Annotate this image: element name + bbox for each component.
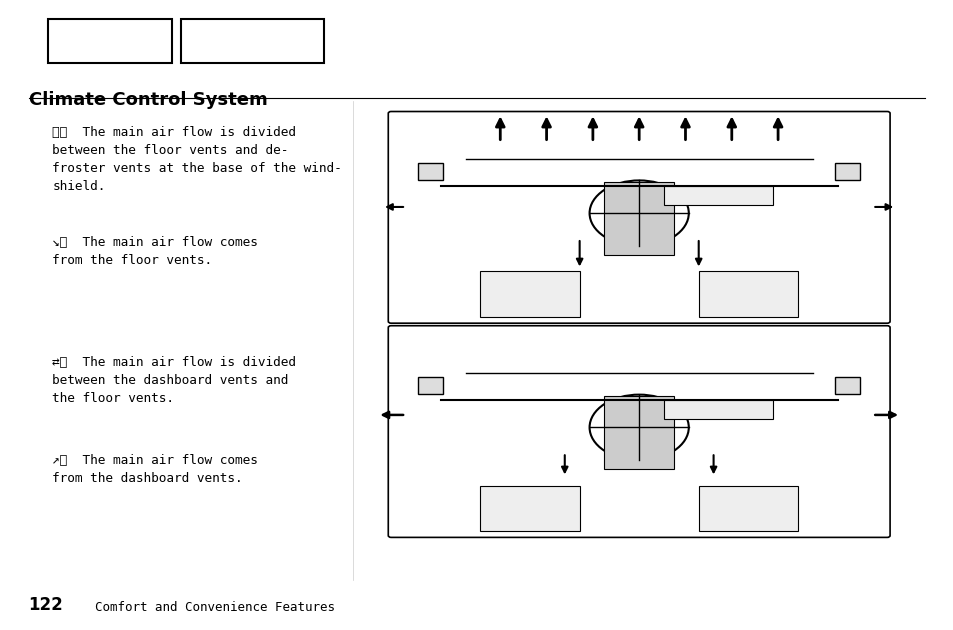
- Bar: [663, 401, 772, 419]
- Bar: [418, 163, 443, 180]
- Bar: [834, 377, 859, 394]
- Text: 122: 122: [29, 596, 63, 614]
- Bar: [604, 396, 673, 469]
- Text: ⇄⤴  The main air flow is divided
between the dashboard vents and
the floor vents: ⇄⤴ The main air flow is divided between …: [52, 356, 296, 405]
- Text: Climate Control System: Climate Control System: [29, 91, 267, 110]
- Bar: [418, 377, 443, 394]
- Bar: [480, 486, 579, 531]
- FancyBboxPatch shape: [388, 112, 889, 323]
- Bar: [48, 19, 172, 63]
- Bar: [698, 272, 797, 317]
- Bar: [181, 19, 324, 63]
- Text: Comfort and Convenience Features: Comfort and Convenience Features: [95, 601, 335, 614]
- Bar: [480, 272, 579, 317]
- Bar: [663, 186, 772, 205]
- FancyBboxPatch shape: [388, 326, 889, 537]
- Text: ↗⤴  The main air flow comes
from the dashboard vents.: ↗⤴ The main air flow comes from the dash…: [52, 454, 258, 484]
- Bar: [834, 163, 859, 180]
- Text: Ⓝ⤴  The main air flow is divided
between the floor vents and de-
froster vents a: Ⓝ⤴ The main air flow is divided between …: [52, 126, 342, 193]
- Text: ↘⤴  The main air flow comes
from the floor vents.: ↘⤴ The main air flow comes from the floo…: [52, 236, 258, 267]
- Bar: [604, 182, 673, 255]
- Bar: [698, 486, 797, 531]
